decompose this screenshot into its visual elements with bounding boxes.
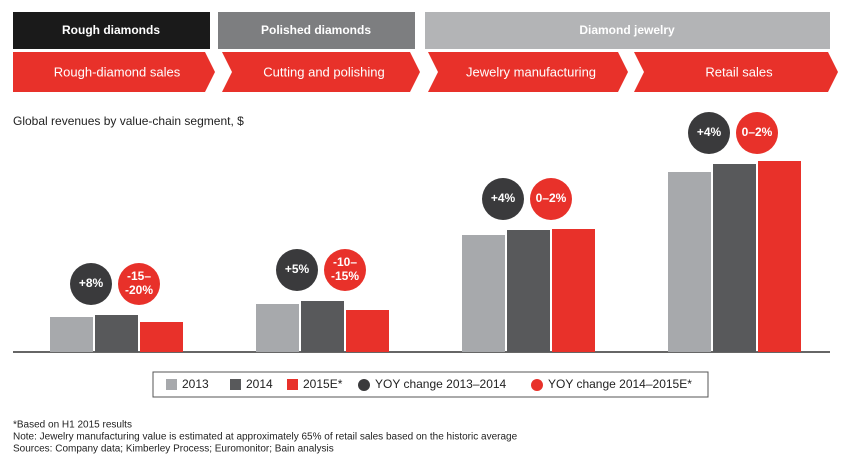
step-label: Jewelry manufacturing — [466, 64, 596, 79]
bar — [346, 310, 389, 352]
stage-label: Diamond jewelry — [579, 23, 675, 37]
legend-swatch — [287, 379, 298, 390]
step-label: Rough-diamond sales — [54, 64, 181, 79]
footnote: *Based on H1 2015 results — [13, 420, 132, 431]
step-arrow — [634, 52, 838, 92]
legend-label: 2013 — [182, 377, 209, 391]
step-label: Cutting and polishing — [263, 64, 384, 79]
bar — [507, 230, 550, 352]
legend-label: 2015E* — [303, 377, 343, 391]
stage-band — [218, 12, 415, 49]
yoy-bubble — [70, 263, 112, 305]
yoy-bubble — [530, 178, 572, 220]
stage-label: Rough diamonds — [62, 23, 160, 37]
bar — [758, 161, 801, 352]
bar — [301, 301, 344, 352]
legend-label: YOY change 2014–2015E* — [548, 377, 692, 391]
step-arrow — [222, 52, 420, 92]
yoy-label: +4% — [491, 191, 516, 205]
stage-label: Polished diamonds — [261, 23, 371, 37]
footnote: Sources: Company data; Kimberley Process… — [13, 444, 334, 455]
bar — [256, 304, 299, 352]
yoy-bubble — [736, 112, 778, 154]
legend-label: 2014 — [246, 377, 273, 391]
step-arrow — [13, 52, 215, 92]
yoy-bubble — [688, 112, 730, 154]
legend-label: YOY change 2013–2014 — [375, 377, 507, 391]
bar — [713, 164, 756, 352]
yoy-label: -10– -15% — [331, 255, 359, 283]
yoy-label: +5% — [285, 262, 310, 276]
yoy-bubble — [324, 249, 366, 291]
bar — [140, 322, 183, 352]
yoy-bubble — [276, 249, 318, 291]
step-label: Retail sales — [705, 64, 773, 79]
bar — [462, 235, 505, 352]
footnote: Note: Jewelry manufacturing value is est… — [13, 432, 518, 443]
bar — [552, 229, 595, 352]
legend-swatch — [531, 379, 543, 391]
yoy-label: +4% — [697, 125, 722, 139]
legend-box — [152, 371, 709, 398]
legend-swatch — [230, 379, 241, 390]
legend-swatch — [166, 379, 177, 390]
stage-band — [13, 12, 210, 49]
yoy-label: +8% — [79, 276, 104, 290]
bar — [668, 172, 711, 352]
chart-title: Global revenues by value-chain segment, … — [13, 114, 244, 128]
yoy-bubble — [482, 178, 524, 220]
legend-swatch — [358, 379, 370, 391]
bar — [50, 317, 93, 352]
yoy-label: 0–2% — [742, 125, 773, 139]
yoy-bubble — [118, 263, 160, 305]
yoy-label: 0–2% — [536, 191, 567, 205]
step-arrow — [428, 52, 628, 92]
stage-band — [425, 12, 830, 49]
bar — [95, 315, 138, 352]
yoy-label: -15– -20% — [125, 269, 153, 297]
